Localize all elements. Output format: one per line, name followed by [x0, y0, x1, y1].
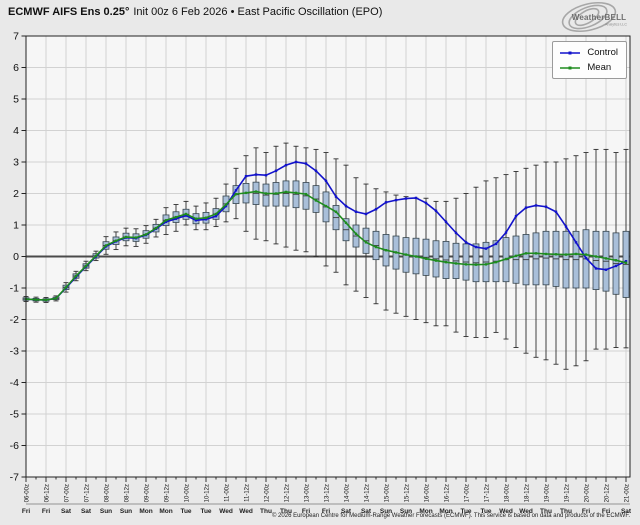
svg-text:Sat: Sat [81, 508, 92, 515]
svg-text:19-12z: 19-12z [565, 484, 571, 502]
svg-text:20-12z: 20-12z [605, 484, 611, 502]
svg-text:Wed: Wed [219, 508, 233, 515]
svg-text:Thu: Thu [560, 508, 572, 515]
svg-text:-6: -6 [10, 440, 19, 452]
svg-text:7: 7 [13, 31, 19, 43]
svg-text:14-00z: 14-00z [345, 484, 351, 502]
svg-text:10-12z: 10-12z [205, 484, 211, 502]
legend-entry-control: Control [559, 45, 618, 60]
svg-text:Thu: Thu [260, 508, 272, 515]
svg-text:Fri: Fri [602, 508, 611, 515]
svg-text:Thu: Thu [280, 508, 292, 515]
svg-text:16-12z: 16-12z [445, 484, 451, 502]
svg-text:-2: -2 [10, 314, 19, 326]
svg-text:Tue: Tue [480, 508, 491, 515]
model-name: ECMWF AIFS Ens 0.25° [8, 6, 130, 18]
weatherbell-logo: WeatherBELL Analytics LLC [561, 1, 637, 33]
svg-text:17-12z: 17-12z [485, 484, 491, 502]
svg-text:-7: -7 [10, 472, 19, 484]
svg-text:12-00z: 12-00z [265, 484, 271, 502]
svg-text:-3: -3 [10, 346, 19, 358]
svg-text:2: 2 [13, 188, 19, 200]
svg-text:13-12z: 13-12z [325, 484, 331, 502]
x-axis: 06-00z 06-12z 07-00z 07-12z 08-00z 08-12z 09-0… [22, 477, 632, 515]
svg-text:-4: -4 [10, 377, 19, 389]
mean-markers [24, 190, 628, 302]
svg-text:18-12z: 18-12z [525, 484, 531, 502]
weatherbell-swirl-icon: WeatherBELL Analytics LLC [561, 1, 627, 33]
svg-text:Tue: Tue [180, 508, 191, 515]
svg-text:07-00z: 07-00z [65, 484, 71, 502]
y-axis: 7 6 5 4 3 2 1 0 -1 -2 -3 -4 -5 -6 -7 [10, 31, 26, 484]
logo-wordmark: WeatherBELL [572, 13, 627, 22]
svg-text:Sat: Sat [61, 508, 72, 515]
svg-text:Wed: Wed [239, 508, 253, 515]
svg-text:6: 6 [13, 62, 19, 74]
svg-text:Sat: Sat [361, 508, 372, 515]
svg-text:Tue: Tue [460, 508, 471, 515]
page-title: ECMWF AIFS Ens 0.25° Init 00z 6 Feb 2026 … [8, 6, 382, 18]
svg-text:4: 4 [13, 125, 19, 137]
svg-text:Fri: Fri [582, 508, 591, 515]
svg-text:16-00z: 16-00z [425, 484, 431, 502]
svg-text:Fri: Fri [302, 508, 311, 515]
svg-text:12-12z: 12-12z [285, 484, 291, 502]
svg-text:19-00z: 19-00z [545, 484, 551, 502]
legend-entry-mean: Mean [559, 60, 618, 75]
legend-label-control: Control [587, 47, 618, 58]
svg-text:Sun: Sun [120, 508, 132, 515]
logo-sub: Analytics LLC [605, 23, 627, 27]
svg-text:0: 0 [13, 251, 19, 263]
svg-text:Fri: Fri [22, 508, 31, 515]
svg-text:Mon: Mon [419, 508, 432, 515]
svg-text:Sun: Sun [100, 508, 112, 515]
svg-text:5: 5 [13, 94, 19, 106]
svg-text:Tue: Tue [200, 508, 211, 515]
svg-text:Wed: Wed [499, 508, 513, 515]
svg-text:Wed: Wed [519, 508, 533, 515]
title-subtitle: Init 00z 6 Feb 2026 • East Pacific Oscil… [133, 6, 383, 18]
chart-legend: Control Mean [552, 41, 627, 79]
svg-text:Sun: Sun [400, 508, 412, 515]
svg-text:15-00z: 15-00z [385, 484, 391, 502]
svg-text:06-12z: 06-12z [45, 484, 51, 502]
svg-text:17-00z: 17-00z [465, 484, 471, 502]
svg-text:20-00z: 20-00z [585, 484, 591, 502]
svg-text:08-00z: 08-00z [105, 484, 111, 502]
svg-text:14-12z: 14-12z [365, 484, 371, 502]
control-line-sample-icon [560, 51, 581, 54]
svg-text:09-00z: 09-00z [145, 484, 151, 502]
svg-text:-1: -1 [10, 283, 19, 295]
copyright-text: © 2026 European Centre for Medium-Range … [271, 513, 630, 519]
svg-text:Fri: Fri [322, 508, 331, 515]
svg-text:13-00z: 13-00z [305, 484, 311, 502]
svg-text:Sun: Sun [380, 508, 392, 515]
svg-text:15-12z: 15-12z [405, 484, 411, 502]
svg-text:3: 3 [13, 157, 19, 169]
svg-text:21-00z: 21-00z [625, 484, 631, 502]
svg-text:Mon: Mon [139, 508, 152, 515]
svg-text:09-12z: 09-12z [165, 484, 171, 502]
svg-text:-5: -5 [10, 409, 19, 421]
svg-text:Mon: Mon [159, 508, 172, 515]
svg-text:Fri: Fri [42, 508, 51, 515]
svg-text:11-00z: 11-00z [225, 484, 231, 502]
svg-text:11-12z: 11-12z [245, 484, 251, 502]
svg-text:Sat: Sat [621, 508, 632, 515]
svg-text:Thu: Thu [540, 508, 552, 515]
svg-text:10-00z: 10-00z [185, 484, 191, 502]
mean-line-sample-icon [560, 66, 581, 69]
svg-text:1: 1 [13, 220, 19, 232]
svg-text:06-00z: 06-00z [25, 484, 31, 502]
svg-text:Mon: Mon [439, 508, 452, 515]
svg-text:Sat: Sat [341, 508, 352, 515]
legend-label-mean: Mean [587, 62, 612, 73]
svg-text:18-00z: 18-00z [505, 484, 511, 502]
svg-text:08-12z: 08-12z [125, 484, 131, 502]
svg-text:07-12z: 07-12z [85, 484, 91, 502]
